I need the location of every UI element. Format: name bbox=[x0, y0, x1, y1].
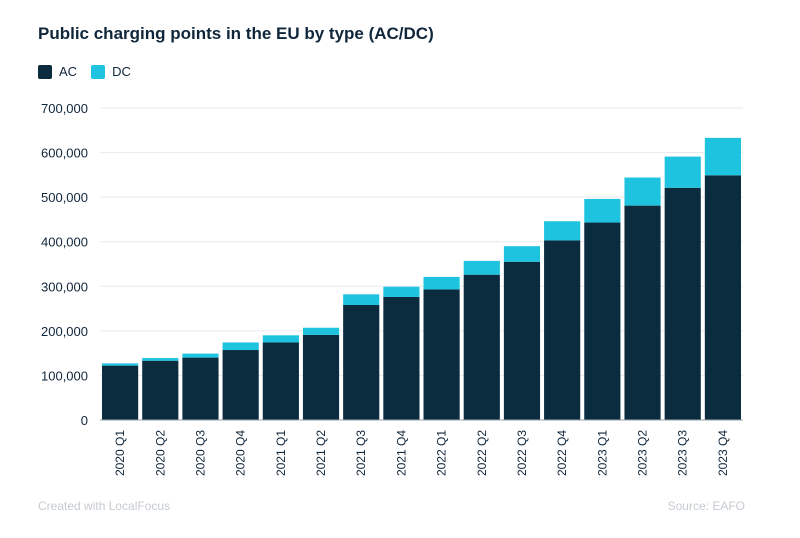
bar-ac bbox=[624, 205, 661, 420]
legend-item-dc: DC bbox=[91, 64, 131, 79]
bar-ac bbox=[544, 240, 581, 420]
x-tick-label: 2020 Q1 bbox=[113, 430, 127, 476]
x-tick-label: 2022 Q1 bbox=[435, 430, 449, 476]
legend: AC DC bbox=[38, 64, 145, 79]
bar-dc bbox=[142, 358, 179, 361]
chart-title: Public charging points in the EU by type… bbox=[38, 24, 434, 43]
bar-dc bbox=[262, 335, 299, 343]
x-tick-label: 2021 Q3 bbox=[354, 430, 368, 476]
bar-ac bbox=[503, 261, 541, 420]
x-tick-label: 2023 Q4 bbox=[716, 430, 730, 476]
x-tick-label: 2020 Q2 bbox=[153, 430, 167, 476]
bar-ac bbox=[102, 365, 139, 420]
x-tick-label: 2021 Q1 bbox=[274, 430, 288, 476]
legend-label-ac: AC bbox=[59, 64, 78, 79]
bar-ac bbox=[182, 357, 219, 420]
y-tick-label: 700,000 bbox=[41, 101, 88, 116]
bar-dc bbox=[182, 353, 219, 358]
bar-dc bbox=[584, 198, 621, 223]
x-tick-label: 2023 Q3 bbox=[676, 430, 690, 476]
bar-dc bbox=[624, 177, 661, 206]
x-tick-label: 2023 Q2 bbox=[636, 430, 650, 476]
bar-dc bbox=[544, 221, 581, 241]
x-tick-label: 2020 Q4 bbox=[234, 430, 248, 476]
bar-ac bbox=[423, 289, 460, 420]
x-tick-label: 2020 Q3 bbox=[193, 430, 207, 476]
y-tick-label: 200,000 bbox=[41, 324, 88, 339]
y-tick-label: 500,000 bbox=[41, 190, 88, 205]
y-tick-label: 300,000 bbox=[41, 279, 88, 294]
legend-label-dc: DC bbox=[112, 64, 131, 79]
legend-item-ac: AC bbox=[38, 64, 77, 79]
bar-dc bbox=[463, 260, 500, 275]
bar-ac bbox=[343, 305, 380, 420]
x-tick-label: 2022 Q3 bbox=[515, 430, 529, 476]
legend-swatch-dc bbox=[91, 64, 106, 79]
bar-ac bbox=[664, 187, 701, 420]
bar-dc bbox=[383, 286, 420, 297]
y-tick-label: 0 bbox=[81, 413, 88, 428]
bar-ac bbox=[262, 342, 299, 420]
bar-dc bbox=[704, 137, 741, 176]
bar-ac bbox=[142, 360, 179, 420]
bar-ac bbox=[302, 334, 340, 420]
bar-dc bbox=[222, 342, 259, 351]
x-tick-label: 2022 Q2 bbox=[475, 430, 489, 476]
bar-ac bbox=[584, 222, 621, 420]
y-tick-label: 600,000 bbox=[41, 146, 88, 161]
bar-dc bbox=[503, 246, 541, 262]
bar-dc bbox=[664, 156, 701, 188]
source-text: Source: EAFO bbox=[667, 499, 745, 513]
bar-ac bbox=[704, 175, 741, 420]
bar-ac bbox=[222, 350, 259, 420]
y-tick-label: 400,000 bbox=[41, 235, 88, 250]
credit-text: Created with LocalFocus bbox=[38, 499, 171, 513]
bar-dc bbox=[302, 327, 340, 335]
x-tick-label: 2021 Q2 bbox=[314, 430, 328, 476]
y-tick-label: 100,000 bbox=[41, 368, 88, 383]
bar-ac bbox=[383, 296, 420, 420]
x-tick-label: 2022 Q4 bbox=[555, 430, 569, 476]
bar-dc bbox=[102, 363, 139, 366]
x-tick-label: 2023 Q1 bbox=[595, 430, 609, 476]
bar-dc bbox=[423, 276, 460, 290]
bar-dc bbox=[343, 294, 380, 306]
bar-ac bbox=[463, 274, 500, 420]
x-tick-label: 2021 Q4 bbox=[394, 430, 408, 476]
legend-swatch-ac bbox=[38, 64, 52, 79]
